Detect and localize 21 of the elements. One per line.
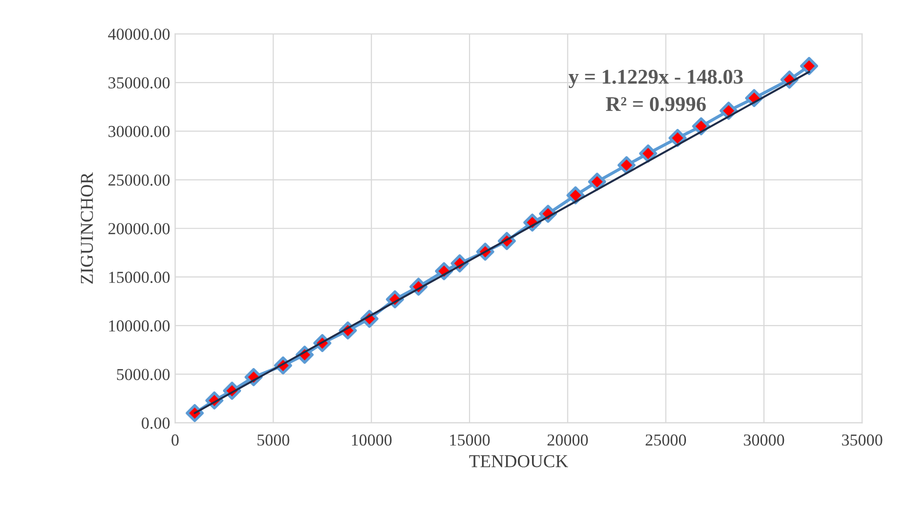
y-tick-label: 20000.00 bbox=[108, 223, 170, 234]
y-tick-label: 25000.00 bbox=[108, 174, 170, 186]
annotation: R² = 0.9996 bbox=[606, 97, 706, 112]
x-tick-label: 20000 bbox=[548, 434, 588, 446]
y-axis-title: ZIGUINCHOR bbox=[80, 172, 93, 284]
y-tick-label: 0.00 bbox=[142, 418, 170, 429]
annotation: y = 1.1229x - 148.03 bbox=[568, 70, 743, 88]
x-tick-label: 15000 bbox=[450, 434, 490, 446]
y-tick-label: 35000.00 bbox=[108, 77, 170, 89]
x-tick-label: 30000 bbox=[744, 434, 784, 446]
y-tick-label: 15000.00 bbox=[109, 272, 170, 284]
x-tick-label: 5000 bbox=[258, 434, 290, 446]
y-tick-label: 30000.00 bbox=[108, 126, 170, 138]
y-tick-label: 5000.00 bbox=[117, 368, 170, 380]
x-tick-label: 25000 bbox=[646, 434, 686, 446]
x-axis-title: TENDOUCK bbox=[469, 455, 568, 468]
y-tick-label: 40000.00 bbox=[108, 28, 170, 40]
x-tick-label: 10000 bbox=[352, 434, 392, 446]
x-tick-label: 0 bbox=[172, 434, 179, 446]
x-tick-label: 35000 bbox=[842, 434, 882, 446]
y-tick-label: 10000.00 bbox=[109, 320, 170, 332]
